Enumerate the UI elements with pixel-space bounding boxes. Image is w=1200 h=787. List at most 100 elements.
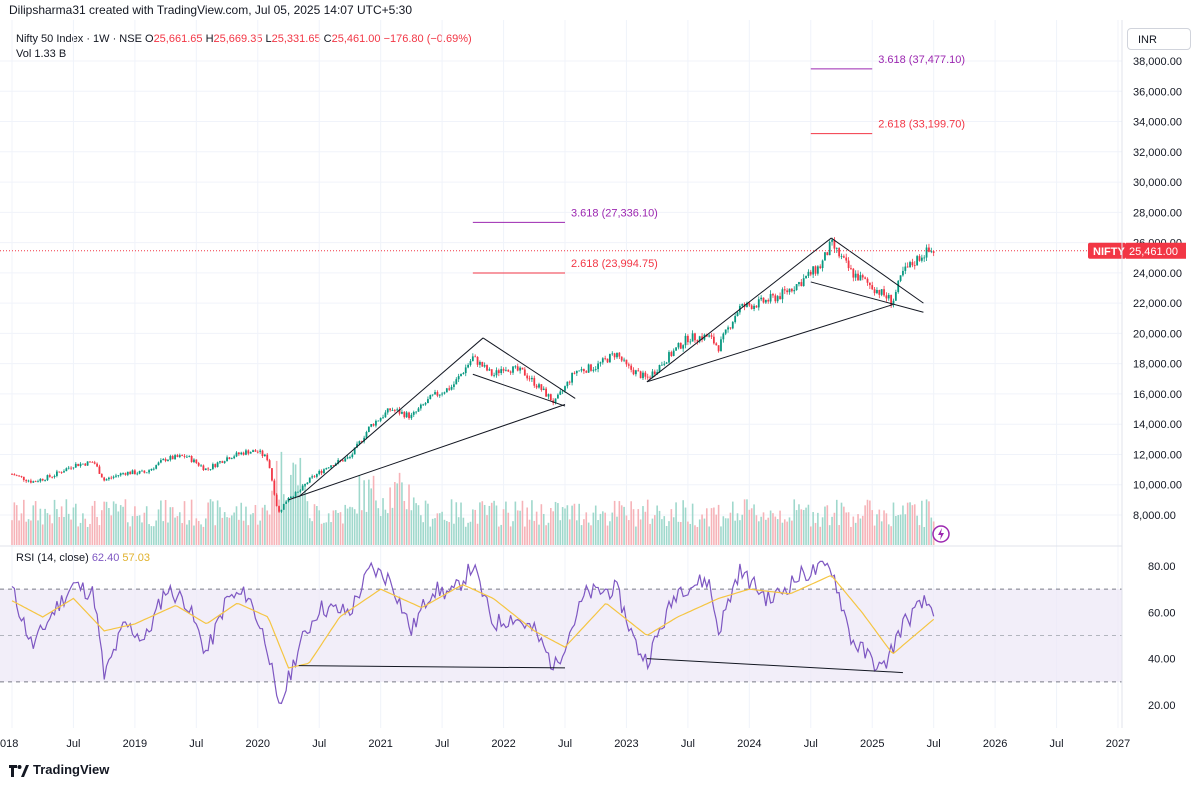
candle-body <box>367 426 370 433</box>
volume-bar <box>110 515 113 545</box>
candle-body <box>37 481 39 483</box>
volume-bar <box>249 514 252 545</box>
price-axis[interactable]: 38,000.00 36,000.00 34,000.00 32,000.00 30,0… <box>1133 56 1182 522</box>
volume-legend[interactable]: Vol 1.33 B <box>16 48 66 60</box>
candle-body <box>712 336 715 344</box>
volume-bar <box>795 510 798 545</box>
volume-bar <box>160 500 162 545</box>
currency-button[interactable]: INR <box>1127 28 1191 50</box>
symbol-legend[interactable]: Nifty 50 Index · 1W · NSE O25,661.65 H25… <box>16 32 472 47</box>
candle-body <box>464 367 467 374</box>
volume-bar <box>887 524 890 545</box>
volume-bar <box>781 522 784 545</box>
rsi-trendline[interactable] <box>646 658 903 674</box>
volume-bar <box>379 516 382 545</box>
price-trendline[interactable] <box>482 337 576 399</box>
trendlines[interactable] <box>288 237 924 501</box>
volume-bar <box>533 520 536 545</box>
candle-body <box>653 371 656 375</box>
candle-body <box>278 506 280 512</box>
volume-bar <box>524 526 526 545</box>
candle-body <box>228 457 231 460</box>
candle-body <box>138 471 141 474</box>
volume-bar <box>566 505 569 545</box>
candle-body <box>798 282 800 285</box>
rsi-trendline[interactable] <box>298 665 566 669</box>
volume-bar <box>181 523 183 545</box>
volume-bar <box>895 515 897 545</box>
candle-body <box>857 273 859 281</box>
time-axis[interactable]: 018 Jul 2019 Jul 2020 Jul 2021 Jul 2022 Jul 2023 Ju… <box>0 738 1130 750</box>
price-trendline[interactable] <box>830 237 924 304</box>
volume-bar <box>474 509 476 545</box>
candle-body <box>694 333 696 341</box>
candle-body <box>512 366 514 373</box>
volume-bar <box>828 525 831 545</box>
volume-bar <box>800 509 803 545</box>
volume-bar <box>616 516 618 545</box>
tradingview-logo-icon <box>9 764 29 777</box>
volume-bar <box>694 525 696 545</box>
candle-body <box>41 478 44 481</box>
candle-body <box>126 471 129 475</box>
candle-body <box>412 411 415 415</box>
candle-body <box>27 480 30 482</box>
volume-bar <box>384 509 387 545</box>
candle-body <box>377 420 380 422</box>
candle-body <box>623 359 625 361</box>
volume-bar <box>65 499 68 545</box>
volume-bar <box>757 521 760 545</box>
candle-body <box>526 375 529 379</box>
volume-bar <box>462 517 465 545</box>
candle-body <box>866 278 869 283</box>
volume-bar <box>580 525 583 545</box>
candle-body <box>60 472 63 473</box>
rsi-axis[interactable]: 80.00 60.00 40.00 20.00 <box>1148 561 1176 712</box>
volume-bar <box>330 522 332 545</box>
rsi-legend[interactable]: RSI (14, close) 62.40 57.03 <box>16 552 150 564</box>
time-tick-label: 2024 <box>737 738 761 750</box>
candle-body <box>379 418 382 421</box>
candle-body <box>696 340 699 342</box>
volume-bar <box>576 520 578 545</box>
candle-body <box>481 361 484 367</box>
volume-bar <box>472 509 474 545</box>
candle-body <box>878 290 881 295</box>
volume-bar <box>365 511 368 545</box>
candle-body <box>722 333 725 340</box>
candle-body <box>930 251 933 253</box>
candle-body <box>783 289 786 291</box>
candle-body <box>164 458 167 461</box>
candle-body <box>226 457 228 462</box>
candle-body <box>268 460 271 469</box>
price-tick-label: 16,000.00 <box>1133 389 1182 401</box>
volume-bar <box>493 500 495 545</box>
volume-bar <box>169 507 172 545</box>
candle-body <box>639 371 642 379</box>
price-trendline[interactable] <box>646 304 893 383</box>
candle-body <box>219 461 221 463</box>
price-trendline[interactable] <box>646 237 832 383</box>
candle-body <box>337 460 340 464</box>
candle-body <box>185 456 188 458</box>
volume-bar <box>710 508 713 545</box>
candle-body <box>514 366 517 368</box>
volume-bar <box>476 523 479 545</box>
candle-body <box>753 305 755 309</box>
replay-bolt-icon[interactable] <box>932 525 950 543</box>
candle-body <box>254 450 257 452</box>
volume-bar <box>668 521 670 545</box>
volume-bar <box>514 501 517 545</box>
volume-bar <box>509 526 512 545</box>
price-trendline[interactable] <box>288 404 566 501</box>
rsi-trendlines[interactable] <box>298 658 903 674</box>
volume-bar <box>538 524 540 545</box>
price-trendline[interactable] <box>298 337 484 498</box>
price-trendline[interactable] <box>472 373 566 407</box>
price-trendline[interactable] <box>810 281 924 313</box>
candle-body <box>795 284 798 291</box>
candle-body <box>892 300 895 305</box>
fib-levels[interactable]: 3.618 (27,336.10) 2.618 (23,994.75) 3.618 … <box>472 54 965 274</box>
tradingview-brand[interactable]: TradingView <box>9 762 109 777</box>
